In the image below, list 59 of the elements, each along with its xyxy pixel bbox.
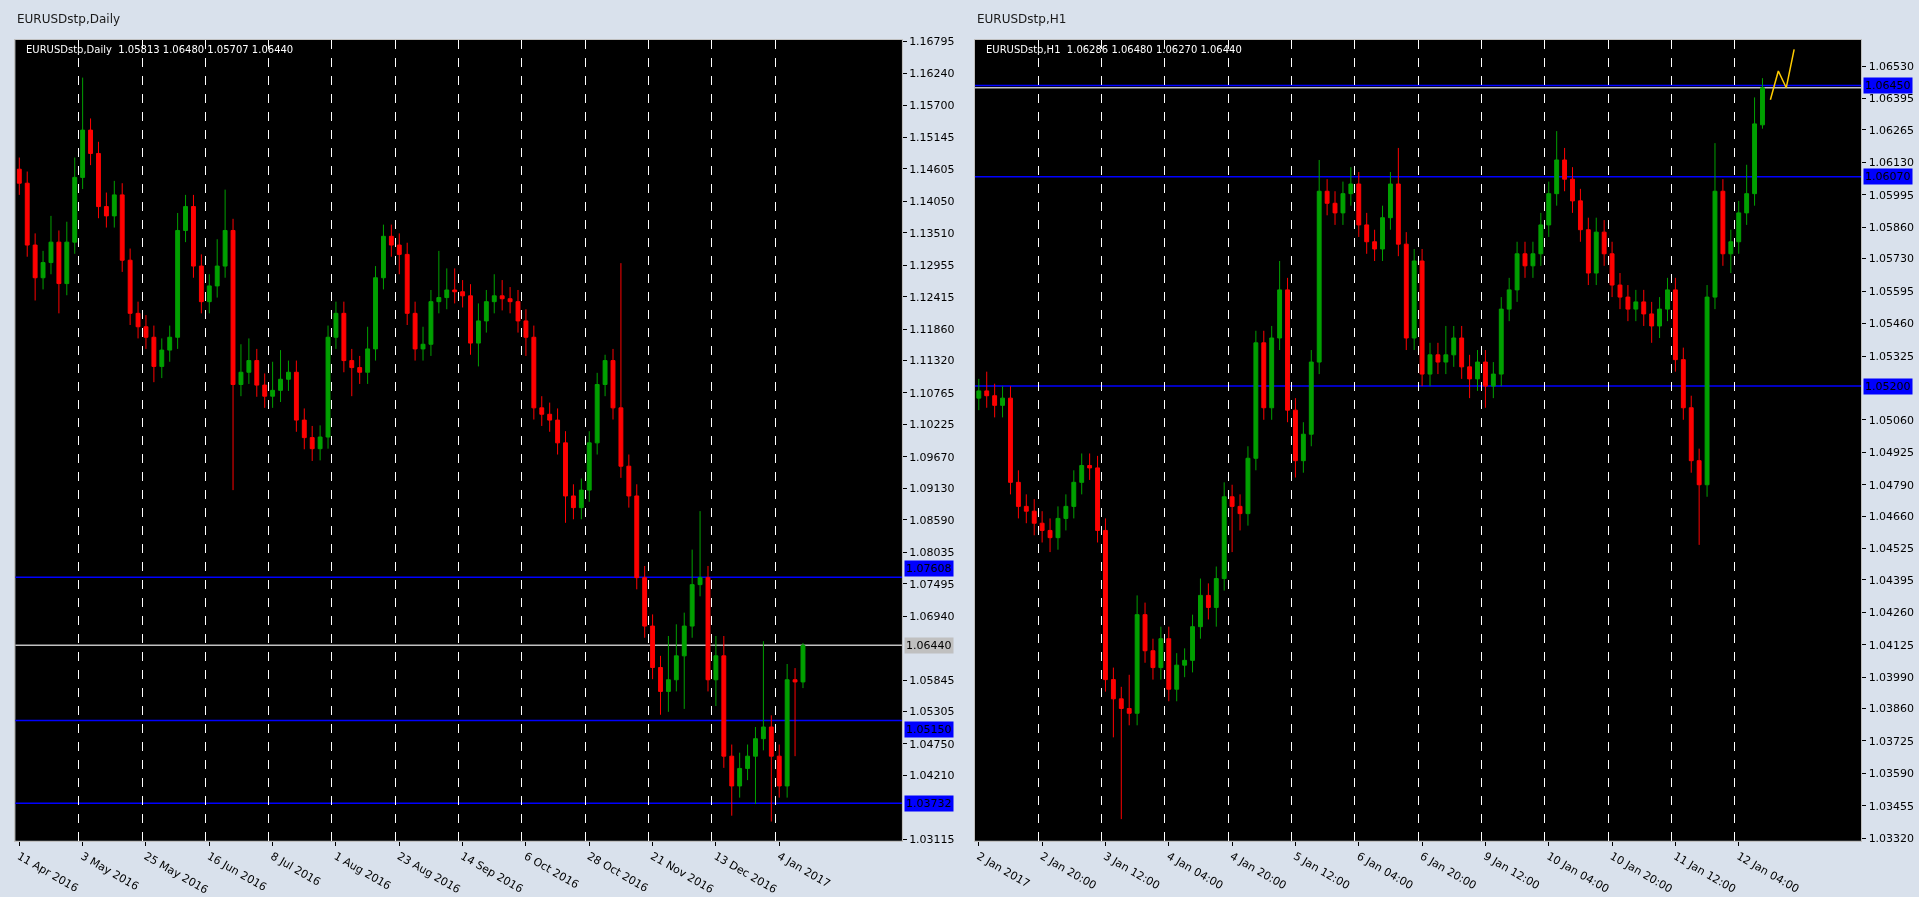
y-tick-label: 1.03320 <box>1868 832 1915 846</box>
y-tick-label: 1.11860 <box>909 322 955 336</box>
y-tick-label: 1.12415 <box>909 290 955 304</box>
y-tick-label: 1.07495 <box>909 577 955 591</box>
y-tick-label: 1.04210 <box>909 769 955 783</box>
y-tick-label: 1.09130 <box>909 482 955 496</box>
y-tick-label: 1.05060 <box>1868 413 1915 427</box>
y-tick-label: 1.10765 <box>909 386 955 400</box>
y-tick-label: 1.05595 <box>1868 284 1915 298</box>
y-tick-label: 1.05995 <box>1868 188 1915 202</box>
y-tick-label: 1.10225 <box>909 418 955 432</box>
y-tick-label: 1.06265 <box>1868 123 1915 137</box>
y-tick-label: 1.15700 <box>909 98 955 112</box>
y-tick-label: 1.06395 <box>1868 92 1915 106</box>
y-tick-label: 1.05305 <box>909 705 955 719</box>
y-tick-label: 1.04525 <box>1868 542 1915 556</box>
y-tick-label: 1.09670 <box>909 450 955 464</box>
ref-line-label: 1.06440 <box>906 639 952 652</box>
y-tick-label: 1.05460 <box>1868 317 1915 331</box>
y-tick-label: 1.05730 <box>1868 252 1915 266</box>
y-tick-label: 1.06940 <box>909 610 955 623</box>
y-tick-label: 1.03455 <box>1868 799 1915 813</box>
y-tick-label: 1.08035 <box>909 546 955 560</box>
y-tick-label: 1.03860 <box>1868 702 1915 716</box>
y-tick-label: 1.13510 <box>909 226 955 240</box>
y-tick-label: 1.04660 <box>1868 509 1915 523</box>
y-tick-label: 1.05325 <box>1868 349 1915 363</box>
y-tick-label: 1.04925 <box>1868 446 1915 460</box>
ref-line-label: 1.03732 <box>906 797 952 810</box>
y-tick-label: 1.04125 <box>1868 638 1915 652</box>
y-tick-label: 1.14605 <box>909 162 955 176</box>
ref-line-label: 1.06070 <box>1865 170 1911 183</box>
y-tick-label: 1.03725 <box>1868 734 1915 748</box>
chart-title: EURUSDstp,H1 <box>977 12 1067 26</box>
ref-line-label: 1.05200 <box>1865 380 1911 393</box>
y-tick-label: 1.04260 <box>1868 606 1915 620</box>
chart-title: EURUSDstp,Daily <box>17 12 121 26</box>
y-tick-label: 1.14050 <box>909 195 955 209</box>
y-tick-label: 1.11320 <box>909 354 955 368</box>
y-tick-label: 1.15145 <box>909 131 955 145</box>
y-tick-label: 1.03590 <box>1868 767 1915 781</box>
y-tick-label: 1.04395 <box>1868 573 1915 587</box>
y-tick-label: 1.06130 <box>1868 156 1915 170</box>
y-tick-label: 1.03115 <box>909 833 955 847</box>
y-tick-label: 1.05860 <box>1868 221 1915 235</box>
y-tick-label: 1.16240 <box>909 67 955 81</box>
y-tick-label: 1.06530 <box>1868 59 1915 73</box>
y-tick-label: 1.04750 <box>909 737 955 751</box>
y-tick-label: 1.16795 <box>909 34 955 48</box>
y-tick-label: 1.03990 <box>1868 671 1915 685</box>
annotation: EURUSDstp,Daily 1.05813 1.06480 1.05707 1.06440 <box>26 44 294 55</box>
ref-line-label: 1.06450 <box>1865 79 1911 92</box>
y-tick-label: 1.05845 <box>909 673 955 687</box>
y-tick-label: 1.08590 <box>909 513 955 527</box>
ref-line-label: 1.07608 <box>906 562 952 575</box>
y-tick-label: 1.12955 <box>909 259 955 273</box>
annotation: EURUSDstp,H1 1.06286 1.06480 1.06270 1.06440 <box>986 44 1242 55</box>
ref-line-label: 1.05150 <box>906 723 952 736</box>
y-tick-label: 1.04790 <box>1868 478 1915 492</box>
